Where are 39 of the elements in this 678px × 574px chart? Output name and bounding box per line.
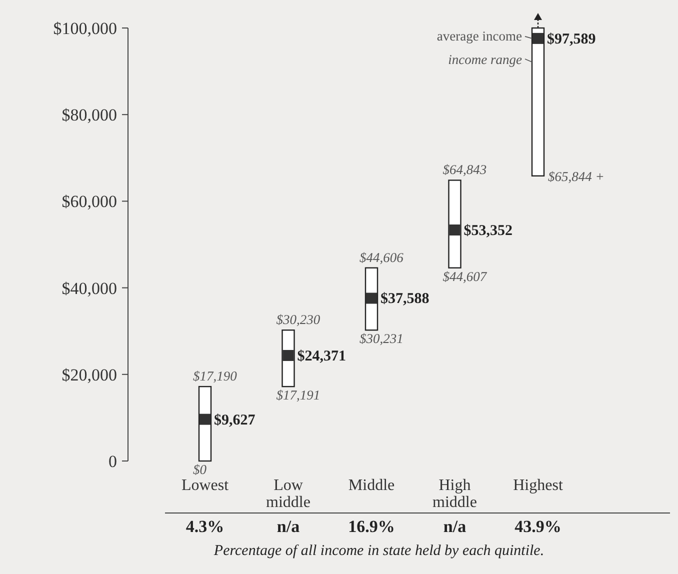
annotation: $17,190 [193,368,238,384]
point [200,414,210,425]
x-tick-label: Highest [513,477,564,494]
y-tick-label: $80,000 [62,106,117,125]
annotation: $0 [193,462,207,477]
x-tick-label: High middle [432,477,477,511]
data-label: $97,589 [547,31,596,48]
bar [531,27,545,176]
y-tick-label: $40,000 [62,278,117,298]
annotation: income range [448,52,522,67]
data-label: $37,588 [380,291,430,308]
data-label: $9,627 [214,412,256,428]
annotation: average income [436,28,522,44]
text: 16.9% [348,517,395,536]
point [532,32,544,44]
x-tick-label: Low middle [266,477,310,511]
point [449,224,460,236]
annotation: $64,843 [442,162,487,178]
y-tick-label: $20,000 [62,365,117,384]
data-label: $53,352 [464,222,512,239]
text: n/a [276,517,300,536]
annotation: $44,606 [360,250,404,265]
annotation: $30,230 [276,312,320,328]
x-tick-label: Lowest [181,477,230,494]
annotation: $65,844 + [548,168,604,184]
annotation: $44,607 [442,268,488,284]
point [366,292,377,304]
text: n/a [443,517,467,536]
data-label: $24,371 [297,348,346,364]
text: Percentage of all income in state held by each quintile. [212,543,544,559]
y-tick-label: 0 [108,452,117,471]
annotation: $30,231 [360,331,404,346]
annotation: $17,191 [276,388,320,403]
point [282,350,294,361]
text: 43.9% [514,517,562,536]
y-tick-label: $60,000 [62,192,117,212]
text: 4.3% [186,517,224,536]
x-tick-label: Middle [348,477,395,494]
y-tick-label: $100,000 [53,19,117,38]
